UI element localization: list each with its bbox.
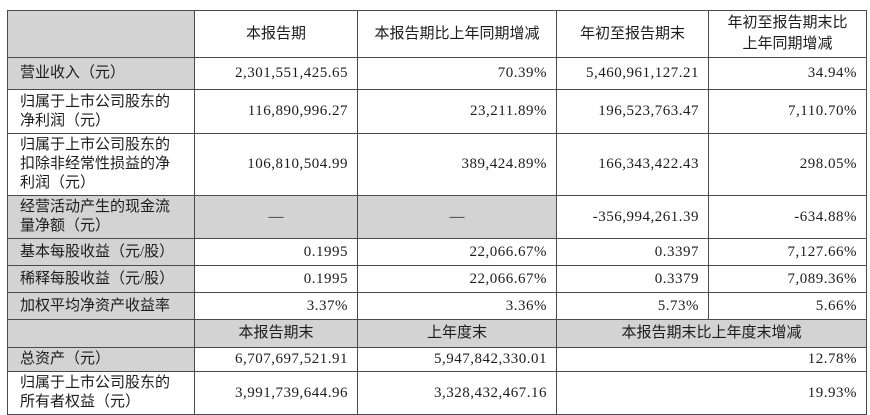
cell-value: 3,991,739,644.96 bbox=[194, 371, 358, 415]
financial-summary-table: 本报告期 本报告期比上年同期增减 年初至报告期末 年初至报告期末比上年同期增减 … bbox=[7, 10, 867, 415]
cell-value: 70.39% bbox=[357, 57, 557, 90]
cell-value: 19.93% bbox=[556, 371, 867, 415]
cell-value: 6,707,697,521.91 bbox=[194, 347, 358, 372]
cell-value: 2,301,551,425.65 bbox=[194, 57, 358, 90]
cell-value: -356,994,261.39 bbox=[556, 195, 709, 239]
corner-cell bbox=[7, 319, 195, 348]
cell-value: 5,460,961,127.21 bbox=[556, 57, 709, 90]
cell-value: 22,066.67% bbox=[357, 265, 557, 293]
cell-value: 22,066.67% bbox=[357, 238, 557, 266]
row-label: 营业收入（元） bbox=[7, 57, 195, 90]
financial-summary-sheet: 本报告期 本报告期比上年同期增减 年初至报告期末 年初至报告期末比上年同期增减 … bbox=[7, 10, 867, 415]
table-row-weighted-avg-roe: 加权平均净资产收益率 3.37% 3.36% 5.73% 5.66% bbox=[7, 292, 867, 320]
cell-value: — bbox=[357, 195, 557, 239]
cell-value: 7,089.36% bbox=[708, 265, 867, 293]
row-label: 稀释每股收益（元/股） bbox=[7, 265, 195, 293]
cell-value: 298.05% bbox=[708, 133, 867, 196]
row-label: 经营活动产生的现金流量净额（元） bbox=[7, 195, 195, 239]
corner-cell bbox=[7, 10, 195, 58]
period-header-row: 本报告期 本报告期比上年同期增减 年初至报告期末 年初至报告期末比上年同期增减 bbox=[7, 10, 867, 58]
cell-value: 23,211.89% bbox=[357, 89, 557, 134]
column-header-ytd-yoy-change: 年初至报告期末比上年同期增减 bbox=[708, 10, 867, 58]
cell-value: 3,328,432,467.16 bbox=[357, 371, 557, 415]
table-row-net-profit-excl-nonrecurring: 归属于上市公司股东的扣除非经常性损益的净利润（元） 106,810,504.99… bbox=[7, 133, 867, 196]
column-header-period-end: 本报告期末 bbox=[194, 319, 358, 348]
row-label: 加权平均净资产收益率 bbox=[7, 292, 195, 320]
table-row-total-assets: 总资产（元） 6,707,697,521.91 5,947,842,330.01… bbox=[7, 347, 867, 372]
yearend-header-row: 本报告期末 上年度末 本报告期末比上年度末增减 bbox=[7, 319, 867, 348]
table-row-diluted-eps: 稀释每股收益（元/股） 0.1995 22,066.67% 0.3379 7,0… bbox=[7, 265, 867, 293]
cell-value: — bbox=[194, 195, 358, 239]
cell-value: 0.3397 bbox=[556, 238, 709, 266]
cell-value: 116,890,996.27 bbox=[194, 89, 358, 134]
cell-value: 196,523,763.47 bbox=[556, 89, 709, 134]
table-row-net-profit: 归属于上市公司股东的净利润（元） 116,890,996.27 23,211.8… bbox=[7, 89, 867, 134]
cell-value: 5.73% bbox=[556, 292, 709, 320]
column-header-ytd: 年初至报告期末 bbox=[556, 10, 709, 58]
cell-value: 5,947,842,330.01 bbox=[357, 347, 557, 372]
column-header-yoy-change: 本报告期比上年同期增减 bbox=[357, 10, 557, 58]
row-label: 基本每股收益（元/股） bbox=[7, 238, 195, 266]
row-label: 总资产（元） bbox=[7, 347, 195, 372]
table-row-owners-equity: 归属于上市公司股东的所有者权益（元） 3,991,739,644.96 3,32… bbox=[7, 371, 867, 415]
cell-value: 389,424.89% bbox=[357, 133, 557, 196]
cell-value: 12.78% bbox=[556, 347, 867, 372]
table-row-operating-cash-flow: 经营活动产生的现金流量净额（元） — — -356,994,261.39 -63… bbox=[7, 195, 867, 239]
row-label: 归属于上市公司股东的所有者权益（元） bbox=[7, 371, 195, 415]
cell-value: 7,127.66% bbox=[708, 238, 867, 266]
cell-value: 106,810,504.99 bbox=[194, 133, 358, 196]
cell-value: 0.3379 bbox=[556, 265, 709, 293]
cell-value: 166,343,422.43 bbox=[556, 133, 709, 196]
table-row-basic-eps: 基本每股收益（元/股） 0.1995 22,066.67% 0.3397 7,1… bbox=[7, 238, 867, 266]
column-header-prior-yearend: 上年度末 bbox=[357, 319, 557, 348]
cell-value: 3.36% bbox=[357, 292, 557, 320]
cell-value: -634.88% bbox=[708, 195, 867, 239]
cell-value: 0.1995 bbox=[194, 238, 358, 266]
cell-value: 34.94% bbox=[708, 57, 867, 90]
column-header-current-period: 本报告期 bbox=[194, 10, 358, 58]
cell-value: 5.66% bbox=[708, 292, 867, 320]
row-label: 归属于上市公司股东的扣除非经常性损益的净利润（元） bbox=[7, 133, 195, 196]
column-header-change-vs-prior-yearend: 本报告期末比上年度末增减 bbox=[556, 319, 867, 348]
cell-value: 3.37% bbox=[194, 292, 358, 320]
table-row-revenue: 营业收入（元） 2,301,551,425.65 70.39% 5,460,96… bbox=[7, 57, 867, 90]
cell-value: 7,110.70% bbox=[708, 89, 867, 134]
row-label: 归属于上市公司股东的净利润（元） bbox=[7, 89, 195, 134]
cell-value: 0.1995 bbox=[194, 265, 358, 293]
